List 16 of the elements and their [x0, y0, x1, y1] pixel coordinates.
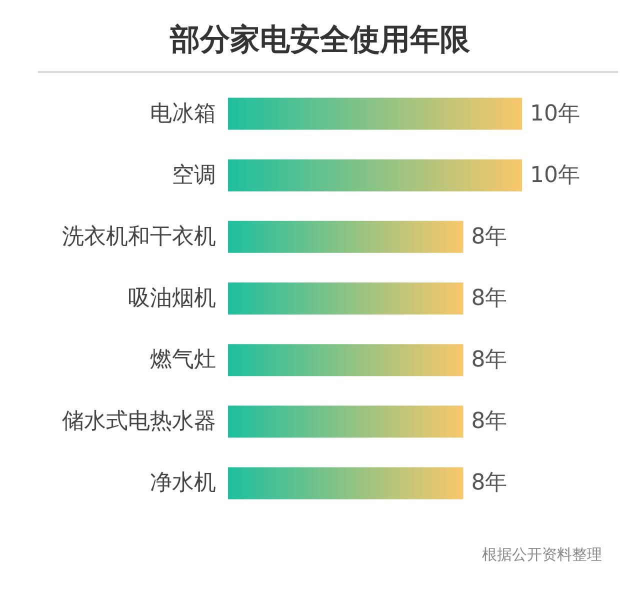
y-tick-label: 洗衣机和干衣机: [62, 224, 216, 250]
data-label: 8年: [471, 409, 508, 434]
y-tick-label: 净水机: [150, 470, 216, 496]
data-label: 8年: [471, 224, 508, 250]
data-label: 10年: [530, 101, 580, 126]
data-label: 8年: [471, 286, 508, 311]
y-tick-label: 燃气灶: [150, 348, 216, 373]
chart-title: 部分家电安全使用年限: [169, 22, 471, 58]
y-tick-label: 空调: [172, 162, 216, 188]
text: 根据公开资料整理: [482, 546, 602, 564]
y-tick-label: 吸油烟机: [128, 286, 216, 311]
data-label: 8年: [471, 470, 508, 496]
y-tick-label: 电冰箱: [150, 101, 216, 126]
y-tick-label: 储水式电热水器: [62, 409, 216, 434]
data-label: 8年: [471, 348, 508, 373]
data-label: 10年: [530, 162, 580, 188]
